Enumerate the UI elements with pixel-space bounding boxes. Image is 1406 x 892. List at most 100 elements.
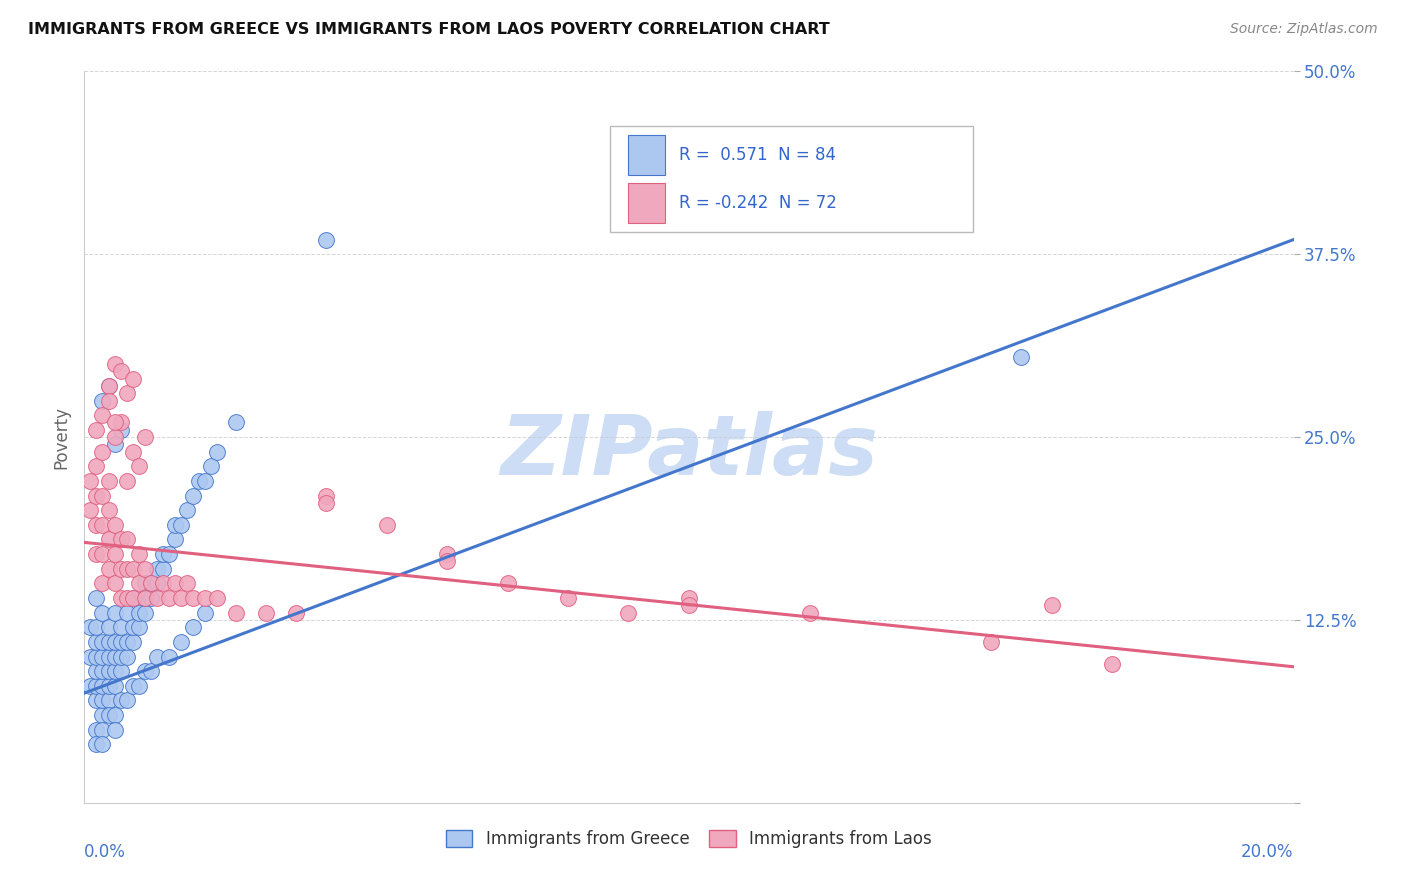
Point: [436, 547, 458, 561]
Point: [91, 693, 114, 707]
Point: [134, 606, 156, 620]
Point: [110, 591, 132, 605]
Y-axis label: Poverty: Poverty: [52, 406, 70, 468]
Point: [617, 606, 640, 620]
Point: [91, 408, 114, 422]
Point: [97, 620, 120, 634]
Point: [170, 591, 193, 605]
Point: [91, 517, 114, 532]
Point: [97, 708, 120, 723]
Point: [97, 562, 120, 576]
Point: [152, 562, 174, 576]
Point: [115, 649, 138, 664]
Point: [104, 649, 127, 664]
Point: [91, 444, 114, 458]
Point: [104, 357, 127, 371]
Point: [134, 591, 156, 605]
Point: [115, 693, 138, 707]
Point: [110, 635, 132, 649]
Point: [194, 606, 217, 620]
Point: [170, 517, 193, 532]
Point: [97, 379, 120, 393]
Point: [165, 576, 187, 591]
Point: [207, 591, 229, 605]
Point: [104, 547, 127, 561]
Point: [139, 591, 162, 605]
Text: 0.0%: 0.0%: [84, 843, 127, 861]
Point: [315, 489, 337, 503]
Point: [110, 416, 132, 430]
Point: [557, 591, 579, 605]
Text: Source: ZipAtlas.com: Source: ZipAtlas.com: [1230, 22, 1378, 37]
Point: [165, 517, 187, 532]
FancyBboxPatch shape: [628, 183, 665, 224]
Point: [104, 635, 127, 649]
Text: ZIPatlas: ZIPatlas: [501, 411, 877, 492]
Point: [91, 547, 114, 561]
Point: [86, 591, 108, 605]
Point: [121, 371, 143, 385]
Point: [254, 606, 277, 620]
Point: [91, 664, 114, 678]
FancyBboxPatch shape: [628, 135, 665, 175]
Point: [110, 664, 132, 678]
Text: 20.0%: 20.0%: [1241, 843, 1294, 861]
Point: [207, 444, 229, 458]
Point: [121, 679, 143, 693]
Point: [91, 723, 114, 737]
Point: [104, 723, 127, 737]
Point: [86, 489, 108, 503]
Point: [91, 393, 114, 408]
Point: [157, 649, 180, 664]
Point: [86, 737, 108, 751]
Point: [139, 576, 162, 591]
Point: [176, 576, 198, 591]
Point: [134, 562, 156, 576]
Point: [194, 591, 217, 605]
Point: [121, 444, 143, 458]
Point: [1040, 599, 1063, 613]
Point: [110, 423, 132, 437]
Point: [86, 620, 108, 634]
Point: [86, 649, 108, 664]
Point: [91, 737, 114, 751]
Point: [128, 679, 150, 693]
Text: R =  0.571  N = 84: R = 0.571 N = 84: [679, 146, 837, 164]
Point: [165, 533, 187, 547]
Point: [115, 606, 138, 620]
Point: [97, 393, 120, 408]
Point: [97, 533, 120, 547]
Point: [181, 489, 204, 503]
Point: [285, 606, 308, 620]
Point: [104, 664, 127, 678]
Point: [79, 649, 101, 664]
Point: [121, 562, 143, 576]
Point: [97, 503, 120, 517]
Point: [181, 620, 204, 634]
Point: [115, 533, 138, 547]
Point: [146, 649, 169, 664]
Point: [128, 620, 150, 634]
Point: [115, 562, 138, 576]
Point: [134, 664, 156, 678]
Point: [157, 591, 180, 605]
Point: [86, 679, 108, 693]
Legend: Immigrants from Greece, Immigrants from Laos: Immigrants from Greece, Immigrants from …: [437, 822, 941, 856]
Point: [104, 430, 127, 444]
Point: [181, 591, 204, 605]
Point: [115, 591, 138, 605]
Point: [110, 693, 132, 707]
Point: [104, 416, 127, 430]
Point: [86, 517, 108, 532]
Point: [194, 474, 217, 488]
Point: [176, 503, 198, 517]
Point: [315, 496, 337, 510]
Point: [121, 591, 143, 605]
Point: [200, 459, 222, 474]
Point: [110, 562, 132, 576]
Point: [152, 576, 174, 591]
Point: [110, 364, 132, 378]
Point: [121, 620, 143, 634]
Point: [134, 591, 156, 605]
Point: [315, 233, 337, 247]
